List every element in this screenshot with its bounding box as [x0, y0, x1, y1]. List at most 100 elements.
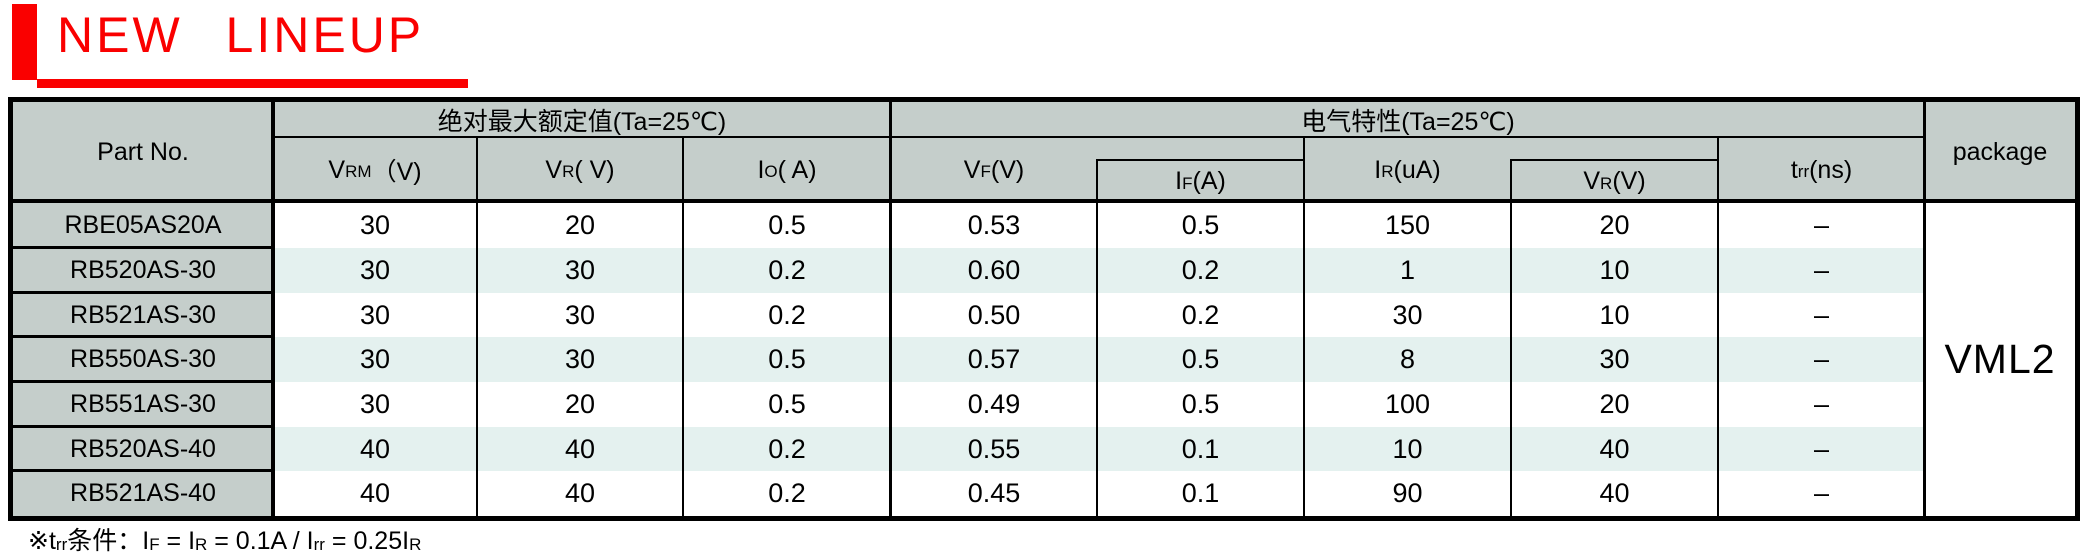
- value-ir: 8: [1399, 344, 1416, 374]
- grid-line: [476, 138, 478, 516]
- footnote-text: = I: [159, 527, 196, 555]
- value-vr-abs: 40: [564, 478, 596, 508]
- value-ir: 1: [1399, 255, 1416, 285]
- value-vf: 0.53: [967, 210, 1021, 240]
- value-trr: –: [1813, 255, 1830, 285]
- grid-line: [13, 469, 273, 472]
- value-vf: 0.50: [967, 299, 1021, 330]
- value-vr-electrical: 40: [1599, 478, 1630, 508]
- value-vr-abs: 30: [564, 344, 596, 374]
- part-number: RB521AS-40: [70, 479, 216, 507]
- footnote-subscript: R: [409, 535, 422, 554]
- part-column-background: [13, 203, 273, 516]
- column-header-vr-abs: V R( V): [477, 138, 683, 202]
- package-value: VML2: [1944, 336, 2056, 382]
- symbol-base: I: [1374, 155, 1382, 184]
- grid-line: [1923, 102, 1926, 516]
- symbol-subscript: F: [1182, 173, 1193, 193]
- value-vrm: 30: [359, 210, 391, 240]
- grid-line: [1717, 138, 1719, 516]
- value-vr-abs: 30: [564, 299, 596, 330]
- banner-underline: [37, 79, 468, 88]
- footnote-text: ※t: [28, 527, 56, 555]
- symbol-base: V: [1583, 167, 1601, 195]
- value-if: 0.5: [1181, 210, 1220, 240]
- symbol-base: V: [963, 155, 981, 184]
- symbol-unit: ( V): [574, 155, 615, 184]
- grid-line: [889, 102, 892, 516]
- symbol-base: t: [1790, 155, 1798, 184]
- symbol-base: I: [757, 155, 765, 184]
- header-background: [13, 102, 2075, 203]
- footnote-subscript: rr: [55, 535, 68, 554]
- value-vrm: 30: [359, 389, 391, 419]
- value-vf: 0.57: [967, 344, 1021, 374]
- value-trr: –: [1813, 478, 1830, 508]
- value-ir: 90: [1392, 478, 1423, 508]
- banner-red-block: [12, 4, 37, 80]
- value-if: 0.2: [1181, 255, 1220, 285]
- value-vf: 0.60: [967, 255, 1021, 285]
- value-if: 0.1: [1181, 478, 1220, 508]
- grid-line: [1510, 161, 1512, 516]
- value-vrm: 30: [359, 344, 391, 374]
- value-vr-abs: 20: [564, 210, 596, 240]
- footnote-text: = 0.1A / I: [207, 527, 314, 555]
- value-vr-abs: 30: [564, 255, 596, 285]
- symbol-subscript: O: [764, 162, 778, 181]
- value-io: 0.2: [768, 478, 806, 508]
- value-vr-abs: 40: [564, 433, 596, 464]
- footnote-subscript: R: [195, 535, 208, 554]
- value-ir: 100: [1384, 389, 1431, 419]
- grid-line: [1096, 159, 1305, 161]
- grid-line: [682, 138, 684, 516]
- value-io: 0.2: [768, 433, 806, 464]
- symbol-base: V: [328, 155, 346, 184]
- symbol-base: I: [1175, 167, 1183, 195]
- symbol-unit: (V): [990, 155, 1025, 184]
- symbol-subscript: R: [1381, 162, 1394, 181]
- footnote-subscript: rr: [313, 535, 325, 554]
- row-stripe: [273, 248, 1925, 293]
- part-number: RB550AS-30: [70, 345, 216, 373]
- symbol-unit: (uA): [1393, 155, 1441, 184]
- value-if: 0.5: [1181, 389, 1220, 419]
- value-io: 0.2: [768, 299, 806, 330]
- column-header-part-no: Part No.: [97, 138, 189, 166]
- value-io: 0.5: [768, 389, 806, 419]
- row-stripe: [273, 337, 1925, 382]
- value-if: 0.1: [1181, 433, 1220, 464]
- banner-title: NEW LINEUP: [57, 7, 425, 63]
- grid-line: [1510, 159, 1719, 161]
- column-header-vrm: V RM （V): [273, 138, 477, 202]
- value-io: 0.2: [768, 255, 806, 285]
- symbol-unit: (ns): [1809, 155, 1853, 184]
- value-vr-electrical: 40: [1599, 433, 1630, 464]
- value-ir: 10: [1392, 433, 1423, 464]
- lineup-table: Part No. 绝对最大额定值(Ta=25℃) 电气特性(Ta=25℃) pa…: [8, 97, 2080, 521]
- row-stripe: [273, 427, 1925, 471]
- part-number: RB520AS-40: [70, 434, 216, 463]
- value-vrm: 40: [359, 433, 391, 464]
- grid-line: [271, 102, 275, 516]
- symbol-subscript: rr: [1797, 162, 1810, 181]
- symbol-subscript: R: [1600, 173, 1613, 193]
- footnote-subscript: F: [149, 535, 160, 554]
- value-trr: –: [1813, 210, 1830, 240]
- value-vrm: 30: [359, 299, 391, 330]
- value-vrm: 30: [359, 255, 391, 285]
- grid-line: [273, 136, 1925, 138]
- column-header-trr: t rr (ns): [1718, 138, 1925, 202]
- value-vf: 0.55: [967, 433, 1021, 464]
- group-header-electrical: 电气特性(Ta=25℃): [1301, 107, 1515, 136]
- value-io: 0.5: [768, 210, 806, 240]
- part-number: RBE05AS20A: [64, 211, 222, 239]
- part-number: RB520AS-30: [70, 256, 216, 284]
- value-vr-abs: 20: [564, 389, 596, 419]
- value-if: 0.2: [1181, 299, 1220, 330]
- value-trr: –: [1813, 389, 1830, 419]
